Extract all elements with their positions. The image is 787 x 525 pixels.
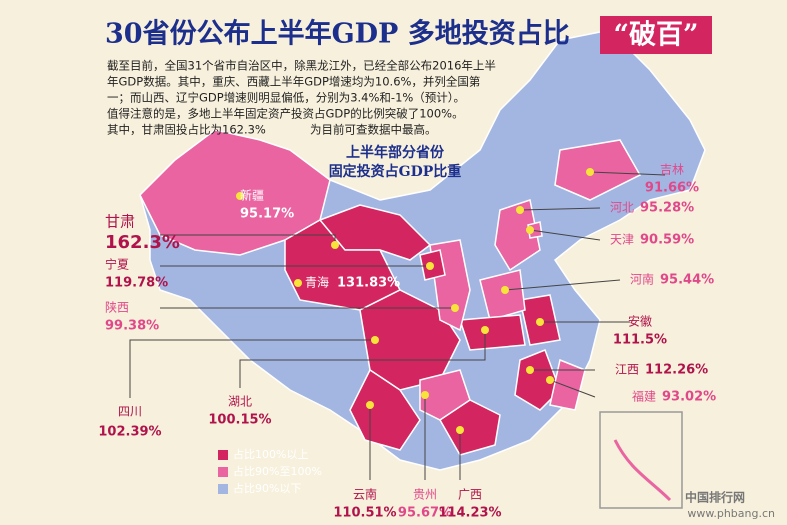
province-name: 天津 bbox=[610, 233, 634, 247]
subtitle: 固定投资占GDP比重 bbox=[329, 163, 462, 180]
province-name: 福建 bbox=[632, 389, 656, 404]
province-value: 162.3% bbox=[105, 232, 180, 253]
intro-line: 一；而山西、辽宁GDP增速则明显偏低，分别为3.4%和-1%（预计）。 bbox=[107, 91, 465, 105]
legend-label: 占比90%以下 bbox=[233, 481, 301, 495]
province-name: 湖北 bbox=[228, 394, 252, 409]
legend-swatch bbox=[218, 484, 228, 494]
subtitle: 上半年部分省份 bbox=[346, 144, 445, 161]
province: 江西 112.26% bbox=[615, 363, 708, 378]
province-value: 114.23% bbox=[438, 506, 501, 521]
intro-line: 截至目前，全国31个省市自治区中，除黑龙江外，已经全部公布2016年上半 bbox=[107, 59, 496, 73]
legend-swatch bbox=[218, 467, 228, 477]
province-value: 95.28% bbox=[640, 201, 694, 216]
province-value: 93.02% bbox=[662, 390, 716, 405]
watermark-url: www.phbang.cn bbox=[687, 507, 775, 520]
province: 广西 114.23% bbox=[438, 488, 501, 521]
province-value: 111.5% bbox=[613, 333, 667, 348]
province: 湖北 100.15% bbox=[208, 394, 271, 428]
province-name: 河南 bbox=[630, 272, 654, 287]
legend-label: 占比100%以上 bbox=[233, 447, 308, 461]
intro: 截至目前，全国31个省市自治区中，除黑龙江外，已经全部公布2016年上半 年GD… bbox=[107, 59, 496, 137]
province-value: 112.26% bbox=[645, 363, 708, 378]
province-name: 陕西 bbox=[105, 300, 129, 315]
province-value: 102.39% bbox=[98, 425, 161, 440]
province: 河南 95.44% bbox=[630, 272, 714, 288]
province: 福建 93.02% bbox=[632, 389, 716, 405]
province-name: 四川 bbox=[118, 405, 142, 419]
intro-line: 年GDP数据。其中，重庆、西藏上半年GDP增速均为10.6%，并列全国第 bbox=[107, 75, 480, 89]
legend-label: 占比90%至100% bbox=[233, 464, 322, 478]
province-name: 宁夏 bbox=[105, 257, 129, 272]
intro-line: 为目前可查数据中最高。 bbox=[310, 123, 437, 137]
legend-swatch bbox=[218, 450, 228, 460]
province-name: 新疆 bbox=[240, 188, 264, 203]
province: 河北 95.28% bbox=[610, 201, 694, 216]
province: 青海 131.83% bbox=[305, 275, 400, 291]
province-value: 110.51% bbox=[333, 506, 396, 521]
province: 陕西 99.38% bbox=[105, 300, 159, 334]
dots bbox=[236, 168, 594, 434]
intro-line: 其中，甘肃固投占比为162.3% bbox=[107, 123, 266, 137]
province-name: 安徽 bbox=[628, 314, 652, 329]
province-value: 95.17% bbox=[240, 207, 294, 222]
province-value: 100.15% bbox=[208, 413, 271, 428]
province-name: 河北 bbox=[610, 201, 634, 215]
title: 30省份公布上半年GDP 多地投资占比 bbox=[105, 18, 570, 50]
province-value: 99.38% bbox=[105, 319, 159, 334]
province-value: 119.78% bbox=[105, 276, 168, 291]
province-name: 江西 bbox=[615, 363, 639, 377]
province-name: 广西 bbox=[458, 488, 482, 502]
province-value: 95.44% bbox=[660, 273, 714, 288]
province: 吉林 91.66% bbox=[645, 163, 699, 196]
province-value: 95.67% bbox=[398, 506, 452, 521]
province-value: 90.59% bbox=[640, 233, 694, 248]
intro-line: 值得注意的是，多地上半年固定资产投资占GDP的比例突破了100%。 bbox=[107, 107, 464, 121]
province-name: 云南 bbox=[353, 487, 377, 502]
highlight-box bbox=[600, 16, 712, 54]
province: 贵州 95.67% bbox=[398, 488, 452, 521]
watermark: 中国排行网 bbox=[685, 490, 745, 505]
province: 宁夏 119.78% bbox=[105, 257, 168, 291]
province-name: 贵州 bbox=[413, 488, 437, 502]
province: 新疆 95.17% bbox=[240, 188, 294, 222]
province: 安徽 111.5% bbox=[613, 314, 667, 348]
province-value: 91.66% bbox=[645, 181, 699, 196]
province: 四川 102.39% bbox=[98, 405, 161, 440]
province-name: 青海 bbox=[305, 275, 329, 290]
province-value: 131.83% bbox=[337, 276, 400, 291]
province: 云南 110.51% bbox=[333, 487, 396, 521]
province-name: 甘肃 bbox=[105, 213, 135, 231]
province-name: 吉林 bbox=[660, 163, 684, 177]
title-highlight: “破百” bbox=[613, 20, 698, 51]
province: 天津 90.59% bbox=[610, 233, 694, 248]
